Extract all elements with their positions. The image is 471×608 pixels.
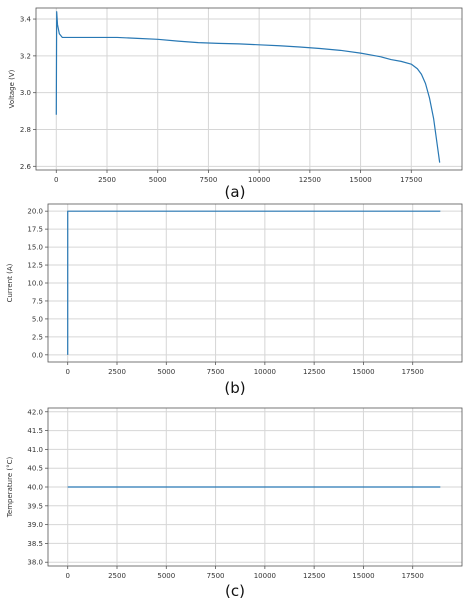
chart-panel-2: 0 2500 5000 7500 10000 12500 15000 17500 0.0 2.5 5… [6,203,463,397]
y-tick-label: 41.0 [27,446,43,454]
panel-caption: (b) [224,379,245,397]
y-axis-label: Voltage (V) [8,69,16,108]
x-tick-label: 5000 [149,176,167,184]
chart-panel-1: 0 2500 5000 7500 10000 12500 15000 17500 2.6 2.8 3… [8,7,463,201]
x-tick-label: 2500 [108,368,126,376]
y-tick-label: 5.0 [32,315,43,323]
y-tick-label: 17.5 [27,226,43,234]
y-tick-label: 38.0 [27,559,43,567]
y-tick-label: 38.5 [27,540,43,548]
y-tick-label: 0.0 [32,351,43,359]
y-tick-label: 3.2 [20,52,31,60]
y-tick-label: 10.0 [27,280,43,288]
y-tick-label: 42.0 [27,408,43,416]
y-tick-label: 3.4 [20,16,32,24]
x-tick-label: 7500 [207,368,225,376]
y-axis-label: Temperature (°C) [6,457,14,519]
x-tick-label: 2500 [108,572,126,580]
x-tick-label: 0 [65,572,69,580]
x-tick-label: 2500 [98,176,116,184]
x-tick-label: 17500 [402,572,424,580]
y-tick-label: 2.5 [32,333,43,341]
y-axis-label: Current (A) [6,263,14,302]
x-tick-label: 0 [54,176,58,184]
y-tick-label: 3.0 [20,89,31,97]
y-tick-label: 20.0 [27,208,43,216]
y-tick-label: 2.8 [20,126,31,134]
y-tick-label: 40.5 [27,465,43,473]
series-line [55,11,441,163]
panel-caption: (c) [225,582,245,600]
y-tick-label: 7.5 [32,297,43,305]
x-tick-label: 7500 [200,176,218,184]
y-tick-label: 41.5 [27,427,43,435]
x-tick-label: 10000 [254,368,276,376]
x-tick-label: 10000 [254,572,276,580]
x-tick-label: 10000 [248,176,270,184]
plot-frame [35,7,463,171]
y-tick-label: 12.5 [27,262,43,270]
y-tick-label: 39.0 [27,521,43,529]
x-tick-label: 17500 [400,176,422,184]
x-tick-label: 0 [65,368,69,376]
panel-caption: (a) [225,183,246,201]
x-tick-label: 12500 [299,176,321,184]
x-tick-label: 12500 [303,368,325,376]
x-tick-label: 7500 [207,572,225,580]
x-tick-label: 12500 [303,572,325,580]
x-tick-label: 15000 [352,572,374,580]
chart-panel-3: 0 2500 5000 7500 10000 12500 15000 17500 38.0 38.… [6,407,463,600]
y-tick-label: 2.6 [20,163,32,171]
series-line [67,210,441,355]
x-tick-label: 5000 [157,368,175,376]
y-tick-label: 40.0 [27,484,43,492]
x-tick-label: 15000 [349,176,371,184]
y-tick-label: 15.0 [27,244,43,252]
x-tick-label: 5000 [157,572,175,580]
x-tick-label: 17500 [402,368,424,376]
y-tick-label: 39.5 [27,502,43,510]
x-tick-label: 15000 [352,368,374,376]
